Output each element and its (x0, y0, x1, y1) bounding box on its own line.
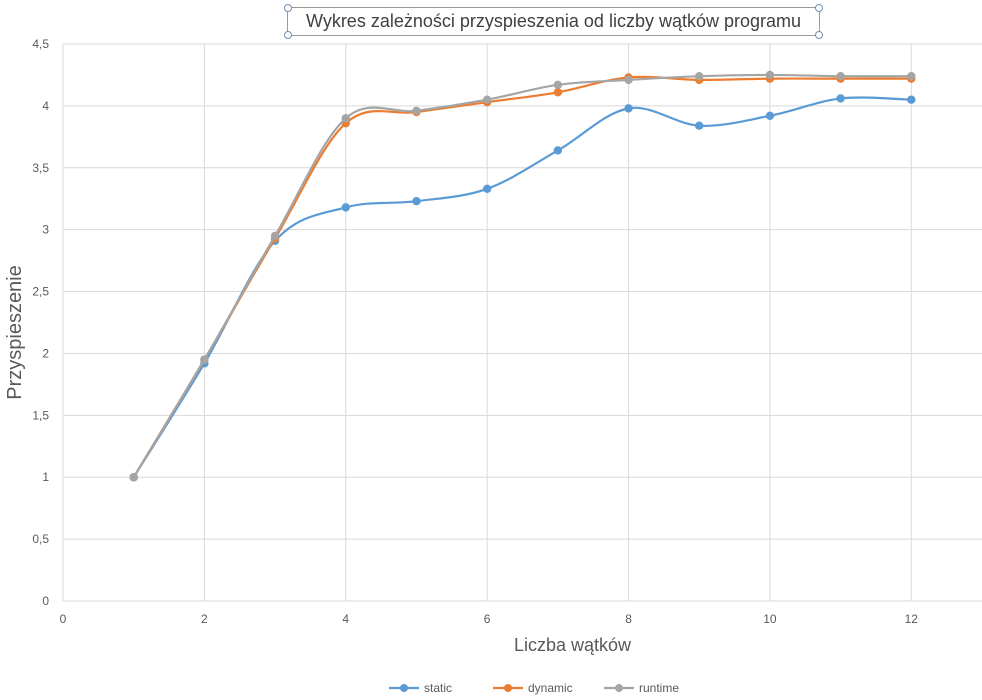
x-tick-label: 12 (905, 612, 919, 626)
data-point-dynamic (553, 88, 563, 97)
resize-handle-top-left[interactable] (284, 4, 292, 12)
data-point-runtime (482, 95, 492, 104)
series-line-static (132, 96, 912, 478)
data-point-runtime (200, 355, 209, 364)
resize-handle-bottom-left[interactable] (284, 31, 292, 39)
legend-label: static (424, 681, 452, 695)
legend-swatch-marker (615, 684, 623, 692)
y-tick-label: 1 (42, 470, 49, 484)
y-tick-label: 3 (42, 223, 49, 237)
data-point-runtime (907, 71, 916, 81)
data-point-runtime (836, 71, 845, 81)
x-tick-label: 0 (60, 612, 67, 626)
y-tick-label: 3,5 (32, 161, 49, 175)
legend: static dynamic runtime (389, 681, 679, 695)
y-tick-label: 4,5 (32, 37, 49, 51)
x-tick-label: 6 (484, 612, 491, 626)
series-runtime (129, 70, 916, 482)
legend-item-runtime: runtime (604, 681, 679, 695)
data-series (129, 70, 916, 482)
data-point-runtime (129, 473, 138, 482)
y-tick-label: 1,5 (32, 408, 49, 422)
data-point-static (836, 94, 845, 103)
legend-swatch-marker (400, 684, 408, 692)
data-point-static (907, 95, 916, 104)
x-axis-title: Liczba wątków (514, 635, 632, 655)
data-point-static (341, 203, 350, 212)
data-point-static (412, 196, 421, 206)
legend-label: dynamic (528, 681, 573, 695)
y-tick-labels: 0 0,5 1 1,5 2 2,5 3 3,5 4 4,5 (32, 37, 49, 608)
chart-title[interactable]: Wykres zależności przyspieszenia od licz… (284, 4, 823, 39)
series-dynamic (129, 73, 916, 482)
series-static (129, 94, 916, 482)
data-point-runtime (765, 70, 775, 80)
x-tick-labels: 0 2 4 6 8 10 12 (60, 612, 919, 626)
data-point-runtime (341, 114, 350, 123)
x-tick-label: 8 (625, 612, 632, 626)
legend-label: runtime (639, 681, 679, 695)
x-tick-label: 2 (201, 612, 208, 626)
data-point-static (624, 104, 633, 113)
resize-handle-bottom-right[interactable] (815, 31, 823, 39)
y-tick-label: 0,5 (32, 532, 49, 546)
y-tick-label: 0 (42, 594, 49, 608)
y-tick-label: 2,5 (32, 285, 49, 299)
chart-title-text: Wykres zależności przyspieszenia od licz… (305, 11, 802, 31)
x-tick-label: 4 (342, 612, 349, 626)
data-point-static (695, 121, 704, 130)
resize-handle-top-right[interactable] (815, 4, 823, 12)
legend-swatch-marker (504, 684, 512, 692)
y-tick-label: 2 (42, 346, 49, 360)
x-tick-label: 10 (763, 612, 777, 626)
y-tick-label: 4 (42, 99, 49, 113)
data-point-static (553, 146, 563, 155)
data-point-static (765, 111, 775, 120)
data-point-static (482, 184, 492, 194)
gridlines (62, 43, 982, 602)
data-point-runtime (553, 80, 563, 90)
legend-item-static: static (389, 681, 452, 695)
data-point-runtime (695, 71, 704, 81)
data-point-runtime (624, 75, 633, 85)
data-point-runtime (270, 231, 280, 241)
legend-item-dynamic: dynamic (493, 681, 573, 695)
y-axis-title: Przyspieszenie (4, 265, 26, 400)
data-point-runtime (412, 106, 421, 116)
